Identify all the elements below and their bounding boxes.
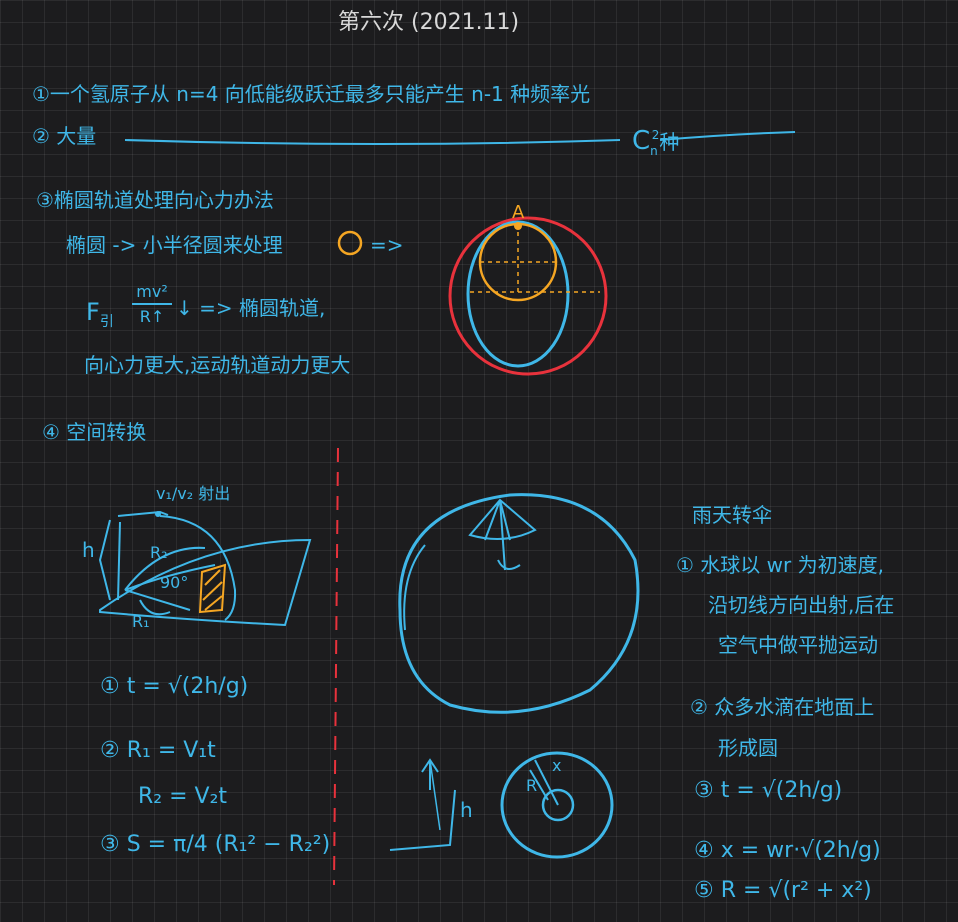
equation-1: ① t = √(2h/g) xyxy=(100,674,249,699)
note-item-1: ①一个氢原子从 n=4 向低能级跃迁最多只能产生 n-1 种频率光 xyxy=(32,82,591,106)
umbrella-point-1-line-2: 沿切线方向出射,后在 xyxy=(708,593,895,617)
note-item-3-line-3: 向心力更大,运动轨道动力更大 xyxy=(84,353,351,377)
umbrella-equation-4: ④ x = wr·√(2h/g) xyxy=(694,838,881,863)
note-item-2-label: ② 大量 xyxy=(32,124,97,148)
umbrella-point-2-line-2: 形成圆 xyxy=(718,736,778,760)
sketch-angle-label: 90° xyxy=(160,573,189,592)
sketch-velocity-label: v₁/v₂ 射出 xyxy=(156,484,231,503)
circle-r-label: R xyxy=(526,776,538,795)
force-fraction: mv² R↑ xyxy=(132,282,172,326)
umbrella-title: 雨天转伞 xyxy=(692,503,772,527)
red-circle xyxy=(448,216,608,376)
note-item-3-line-1: 椭圆 -> 小半径圆来处理 xyxy=(66,233,283,257)
svg-text:=>: => xyxy=(370,233,404,257)
sketch-r1-label: R₁ xyxy=(132,612,150,631)
ground-height-label: h xyxy=(460,798,473,822)
force-symbol: F引 xyxy=(86,298,114,330)
umbrella-point-1-line-3: 空气中做平抛运动 xyxy=(718,633,878,657)
umbrella-point-2-line-1: ② 众多水滴在地面上 xyxy=(690,695,875,719)
sketch-height-label: h xyxy=(82,538,95,562)
umbrella-equation-5: ⑤ R = √(r² + x²) xyxy=(694,878,872,903)
point-a-label: A xyxy=(512,202,525,223)
umbrella-equation-3: ③ t = √(2h/g) xyxy=(694,778,843,803)
combination-symbol: Cn2种 xyxy=(632,126,680,159)
equation-2: ② R₁ = V₁t xyxy=(100,738,216,763)
note-item-3-title: ③椭圆轨道处理向心力办法 xyxy=(36,188,274,212)
equation-2b: R₂ = V₂t xyxy=(138,784,228,809)
circle-x-label: x xyxy=(552,756,562,775)
umbrella-point-1-line-1: ① 水球以 wr 为初速度, xyxy=(676,553,884,577)
note-item-4-title: ④ 空间转换 xyxy=(42,420,147,444)
note-item-3-line-2: ↓ => 椭圆轨道, xyxy=(176,296,326,320)
equation-3: ③ S = π/4 (R₁² − R₂²) xyxy=(100,832,331,857)
page-title: 第六次 (2021.11) xyxy=(338,10,520,35)
sketch-r2-label: R₂ xyxy=(150,543,168,562)
